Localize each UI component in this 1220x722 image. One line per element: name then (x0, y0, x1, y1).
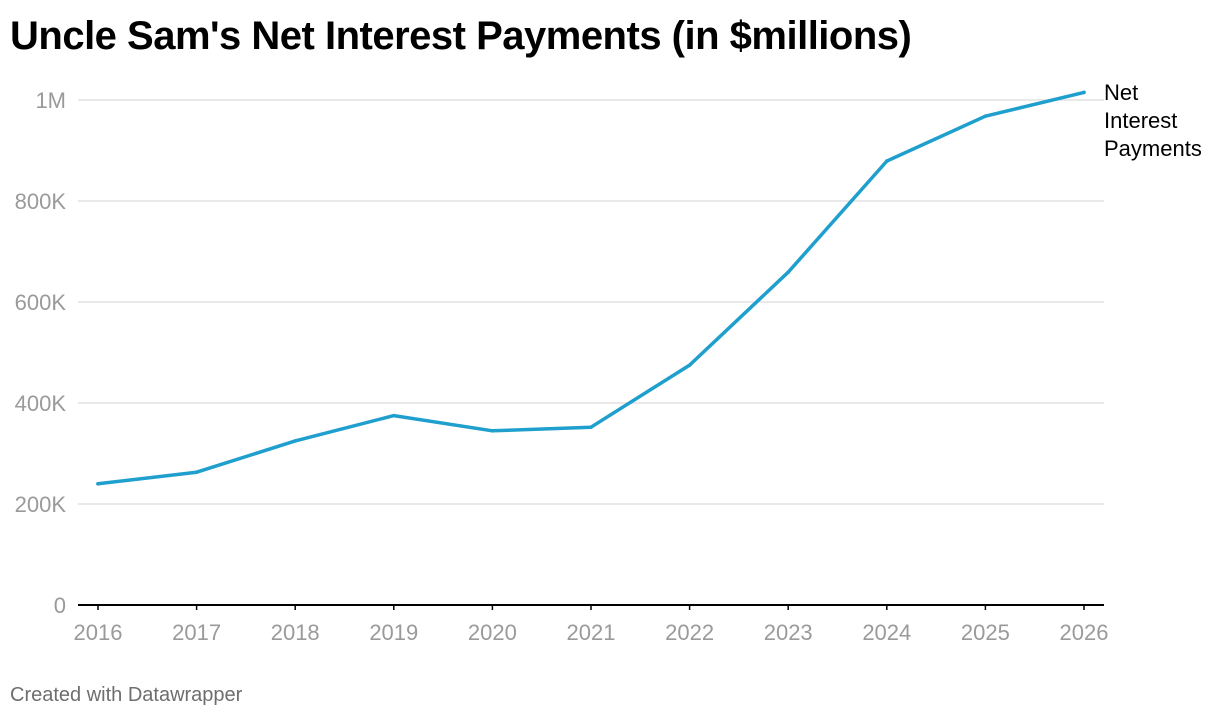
series-layer (96, 90, 1086, 486)
y-tick-label: 800K (15, 189, 67, 214)
footer-credit: Created with Datawrapper (10, 684, 243, 706)
x-tick-label: 2023 (764, 620, 813, 645)
x-tick-label: 2017 (172, 620, 221, 645)
data-point (983, 114, 988, 118)
data-point (786, 270, 790, 275)
data-point (490, 428, 495, 433)
data-point (293, 439, 298, 443)
y-tick-label: 200K (15, 492, 67, 517)
chart-title: Uncle Sam's Net Interest Payments (in $m… (10, 14, 912, 58)
series-line (96, 90, 1086, 486)
y-tick-label: 1M (35, 88, 66, 113)
data-point (687, 363, 692, 367)
data-point (96, 482, 100, 486)
x-tick-label: 2018 (271, 620, 320, 645)
series-label: Net Interest Payments (1104, 80, 1202, 161)
data-point (1082, 90, 1086, 95)
x-tick-label: 2021 (567, 620, 616, 645)
y-tick-label: 600K (15, 290, 67, 315)
series-label-line: Net (1104, 80, 1138, 105)
gridlines (78, 99, 1104, 505)
data-point (885, 159, 889, 163)
x-tick-label: 2019 (369, 620, 418, 645)
series-labels: Net Interest Payments (1104, 80, 1202, 161)
x-tick-label: 2025 (961, 620, 1010, 645)
x-tick-label: 2016 (74, 620, 123, 645)
y-axis-tick-labels: 0 200K 400K 600K 800K 1M (15, 88, 67, 618)
x-tick-label: 2026 (1060, 620, 1109, 645)
x-tick-label: 2020 (468, 620, 517, 645)
y-tick-label: 0 (54, 593, 66, 618)
x-tick-label: 2024 (862, 620, 911, 645)
x-axis: 2016 2017 2018 2019 2020 2021 2022 2023 2024 2025… (74, 604, 1109, 645)
y-tick-label: 400K (15, 391, 67, 416)
data-point (589, 425, 593, 430)
x-tick-label: 2022 (665, 620, 714, 645)
series-label-line: Interest (1104, 108, 1177, 133)
data-point (194, 470, 199, 474)
data-point (392, 413, 396, 418)
series-label-line: Payments (1104, 136, 1202, 161)
